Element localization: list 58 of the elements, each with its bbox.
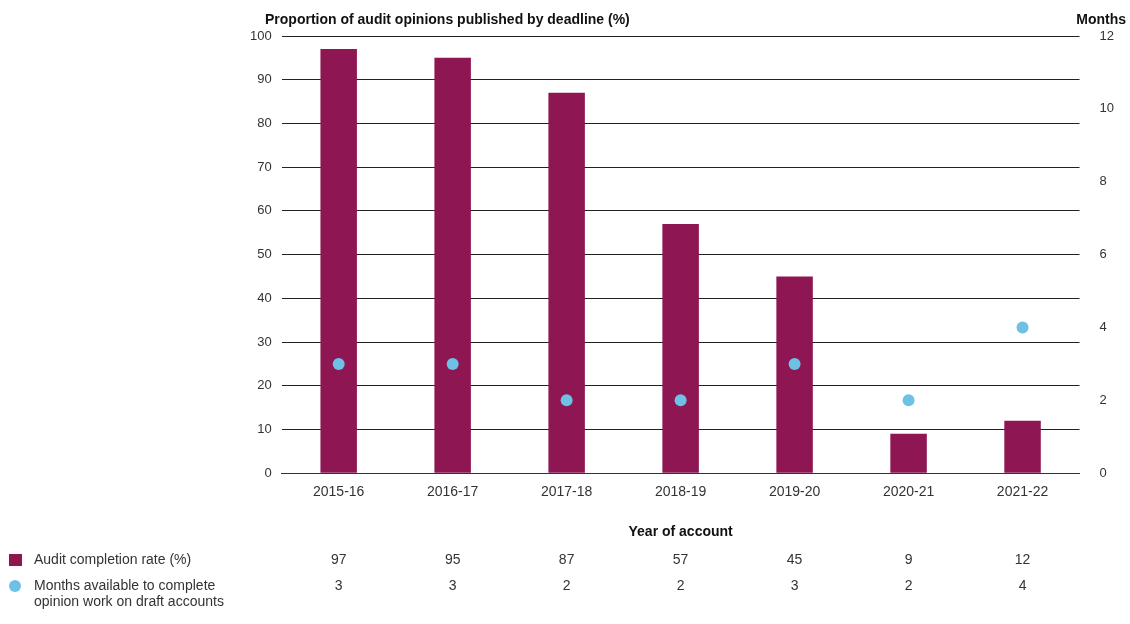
y2-tick-label: 8 — [1099, 173, 1107, 189]
point — [446, 357, 459, 370]
x-tick-label: 2017-18 — [540, 483, 593, 500]
y-tick-label: 0 — [264, 464, 272, 480]
y-tick-label: 20 — [257, 377, 272, 393]
data-label: 95 — [444, 550, 461, 567]
data-label: 87 — [558, 550, 575, 567]
point — [1016, 321, 1029, 334]
data-label: 2 — [676, 576, 685, 593]
y2-tick-label: 12 — [1099, 27, 1115, 43]
bar — [548, 92, 585, 473]
data-label: 3 — [334, 576, 343, 593]
legend-label: Audit completion rate (%) — [34, 550, 192, 567]
data-label: 2 — [562, 576, 571, 593]
y2-tick-label: 4 — [1099, 319, 1107, 335]
y2-tick-label: 2 — [1099, 391, 1107, 407]
data-label: 9 — [904, 550, 913, 567]
legend-label: Months available to complete opinion work on draft accounts — [34, 576, 224, 609]
y-axis-title: Proportion of audit opinions published by deadline (%) — [265, 10, 630, 27]
x-tick-label: 2015-16 — [312, 483, 365, 500]
data-label: 3 — [790, 576, 799, 593]
x-tick-label: 2019-20 — [768, 483, 821, 500]
data-label: 12 — [1014, 550, 1031, 567]
bar — [890, 433, 927, 473]
point — [902, 394, 915, 407]
bar — [662, 224, 699, 473]
point — [674, 394, 687, 407]
x-axis-title: Year of account — [628, 522, 734, 539]
y-tick-label: 30 — [257, 333, 272, 349]
y2-tick-label: 0 — [1099, 464, 1107, 480]
x-tick-label: 2016-17 — [426, 483, 479, 500]
y-tick-label: 70 — [257, 158, 272, 174]
y-tick-label: 100 — [249, 27, 272, 43]
y-tick-label: 60 — [257, 202, 272, 218]
bar — [434, 57, 471, 473]
point — [560, 394, 573, 407]
x-tick-label: 2020-21 — [882, 483, 935, 500]
data-label: 57 — [672, 550, 689, 567]
y2-axis-title: Months — [1076, 10, 1127, 27]
data-label: 97 — [330, 550, 347, 567]
y-tick-label: 10 — [257, 421, 272, 437]
y-tick-label: 40 — [257, 289, 272, 305]
x-tick-label: 2021-22 — [996, 483, 1049, 500]
y2-tick-label: 10 — [1099, 100, 1115, 116]
data-label: 4 — [1018, 576, 1027, 593]
point — [332, 357, 345, 370]
y-tick-label: 50 — [257, 246, 272, 262]
bar — [776, 276, 813, 473]
bar — [320, 49, 357, 473]
x-tick-label: 2018-19 — [654, 483, 707, 500]
point — [788, 357, 801, 370]
data-label: 3 — [448, 576, 457, 593]
y-tick-label: 90 — [257, 71, 272, 87]
data-label: 45 — [786, 550, 803, 567]
data-label: 2 — [904, 576, 913, 593]
y2-tick-label: 6 — [1099, 246, 1107, 262]
bar — [1004, 420, 1041, 473]
y-tick-label: 80 — [257, 115, 272, 131]
